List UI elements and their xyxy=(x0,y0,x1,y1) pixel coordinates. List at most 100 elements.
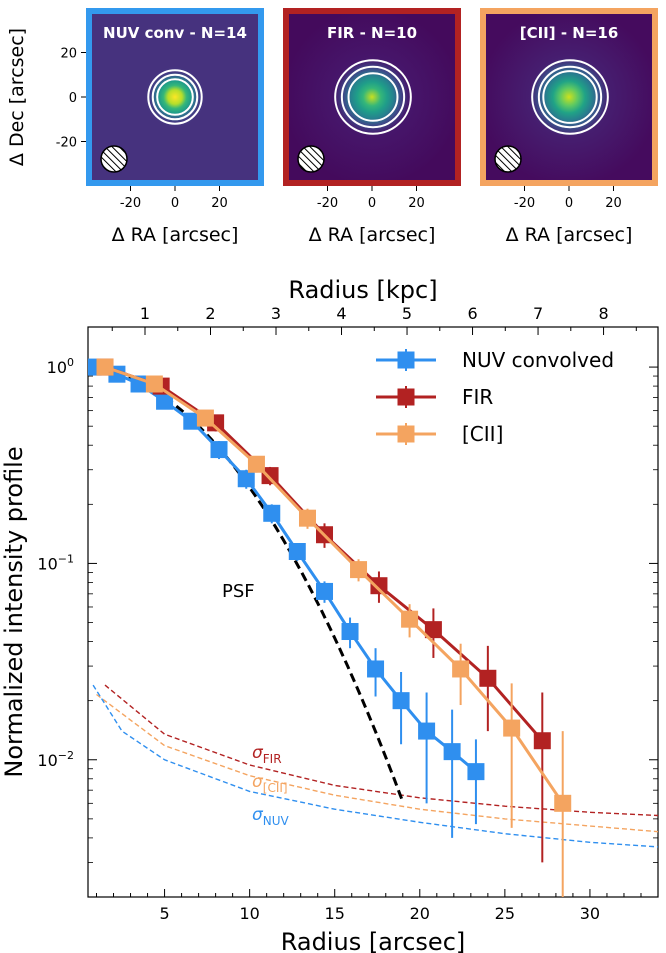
x-tick-label: 25 xyxy=(495,904,515,923)
data-point xyxy=(247,455,265,473)
y-tick-label: 0 xyxy=(69,91,77,106)
y-tick-label: 100 xyxy=(47,356,74,377)
legend-item-fir: FIR xyxy=(376,385,493,409)
noise-curve-cii xyxy=(96,693,658,833)
panel-title: FIR - N=10 xyxy=(327,24,417,42)
image-panels: NUV conv - N=14 -20 0 20 Δ RA [arcsec] 20 0 -20… xyxy=(6,8,658,246)
x-tick-label: 15 xyxy=(325,904,345,923)
image-panel-nuv: NUV conv - N=14 -20 0 20 Δ RA [arcsec] 20 0 -20… xyxy=(6,8,264,246)
data-point xyxy=(96,358,114,376)
x-tick-label: 20 xyxy=(408,196,425,211)
legend-marker xyxy=(397,388,415,406)
y-tick-label: 10−1 xyxy=(37,552,74,573)
x2-tick-label: 7 xyxy=(533,304,543,323)
data-point xyxy=(237,470,255,488)
data-point xyxy=(263,504,281,522)
beam-icon xyxy=(100,145,128,173)
panel-frame xyxy=(86,8,264,186)
data-point xyxy=(156,392,174,410)
data-point xyxy=(183,412,201,430)
x-tick-label: 30 xyxy=(580,904,600,923)
contour-line xyxy=(156,78,194,116)
data-point xyxy=(424,621,442,639)
x-tick-label: 0 xyxy=(171,196,179,211)
y-tick-label: 20 xyxy=(60,47,77,62)
legend-label: FIR xyxy=(462,385,493,409)
y-axis-label: Δ Dec [arcsec] xyxy=(6,28,28,166)
x-tick-label: 5 xyxy=(159,904,169,923)
data-point xyxy=(452,660,470,678)
x-axis-label: Δ RA [arcsec] xyxy=(112,224,239,246)
x-tick-label: -20 xyxy=(317,196,338,211)
data-point xyxy=(443,743,461,761)
x-tick-label: 0 xyxy=(565,196,573,211)
data-point xyxy=(467,763,485,781)
x2-axis-label: Radius [kpc] xyxy=(288,276,437,304)
data-point xyxy=(367,660,385,678)
series-line xyxy=(92,365,477,773)
legend: NUV convolved FIR [CII] xyxy=(376,348,614,446)
x-axis-label: Δ RA [arcsec] xyxy=(309,224,436,246)
data-point xyxy=(370,577,388,595)
axes: 5 10 15 20 25 30 Radius [arcsec] 1 2 3 4 5 6 7 8 Radius… xyxy=(0,276,659,953)
data-point xyxy=(350,561,368,579)
data-point xyxy=(210,441,228,459)
noise-curve-fir xyxy=(104,684,658,817)
data-point xyxy=(401,610,419,628)
contour-line xyxy=(347,72,399,122)
legend-item-nuv: NUV convolved xyxy=(376,348,614,372)
data-point xyxy=(316,582,334,600)
profile-plot: 5 10 15 20 25 30 Radius [arcsec] 1 2 3 4 5 6 7 8 Radius… xyxy=(0,276,659,953)
series-nuv xyxy=(88,358,485,838)
contour-line xyxy=(542,70,598,124)
data-point xyxy=(341,623,359,641)
x-tick-label: 10 xyxy=(239,904,259,923)
y-tick-label: 10−2 xyxy=(37,749,74,770)
beam-icon xyxy=(297,145,325,173)
panel-frame xyxy=(283,8,461,186)
legend-marker xyxy=(397,351,415,369)
noise-label: σ[CII] xyxy=(252,772,288,795)
legend-label: NUV convolved xyxy=(462,348,614,372)
psf-label: PSF xyxy=(222,581,255,602)
contour-line xyxy=(537,65,603,129)
y-tick-label: -20 xyxy=(56,136,77,151)
beam-icon xyxy=(494,145,522,173)
contour-line xyxy=(334,59,412,135)
x2-tick-label: 6 xyxy=(467,304,477,323)
x-tick-label: 20 xyxy=(211,196,228,211)
data-point xyxy=(554,794,572,812)
legend-item-cii: [CII] xyxy=(376,422,503,446)
data-point xyxy=(261,467,279,485)
contour-line xyxy=(147,69,203,125)
contour-line xyxy=(340,65,406,129)
x-tick-label: -20 xyxy=(514,196,535,211)
panel-title: NUV conv - N=14 xyxy=(103,24,247,42)
data-point xyxy=(145,375,163,393)
x-axis-label: Radius [arcsec] xyxy=(281,928,466,953)
contour-line xyxy=(531,59,609,135)
x-axis-label: Δ RA [arcsec] xyxy=(506,224,633,246)
series-line xyxy=(104,365,564,805)
series-cii xyxy=(96,358,572,897)
data-point xyxy=(503,719,521,737)
legend-marker xyxy=(397,425,415,443)
image-panel-fir: FIR - N=10 -20 0 20 Δ RA [arcsec] xyxy=(283,8,461,246)
x2-tick-label: 1 xyxy=(140,304,150,323)
x2-tick-label: 2 xyxy=(205,304,215,323)
plot-frame xyxy=(87,326,659,898)
noise-label: σFIR xyxy=(252,743,282,766)
data-point xyxy=(298,509,316,527)
legend-label: [CII] xyxy=(462,422,503,446)
y-axis-label: Normalized intensity profile xyxy=(0,446,28,777)
panel-frame xyxy=(480,8,658,186)
noise-curve-nuv xyxy=(92,684,658,848)
x-tick-label: 20 xyxy=(605,196,622,211)
image-panel-cii: [CII] - N=16 -20 0 20 Δ RA [arcsec] xyxy=(480,8,658,246)
data-point xyxy=(418,722,436,740)
x2-tick-label: 3 xyxy=(271,304,281,323)
x2-tick-label: 5 xyxy=(402,304,412,323)
data-point xyxy=(392,692,410,710)
plot-area xyxy=(88,358,658,897)
contour-line xyxy=(151,73,199,121)
